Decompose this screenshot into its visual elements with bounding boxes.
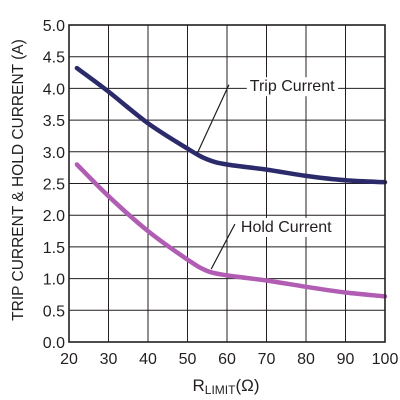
x-axis-label-main: R — [193, 376, 205, 395]
y-tick-label-0: 0.0 — [43, 335, 65, 352]
x-axis-label: RLIMIT(Ω) — [193, 376, 260, 397]
plot-frame — [68, 24, 386, 343]
y-tick-label-8: 4.0 — [43, 81, 65, 98]
y-tick-label-2: 1.0 — [43, 272, 65, 289]
annotations: Trip Current Hold Current — [196, 77, 339, 270]
y-tick-label-7: 3.5 — [43, 113, 65, 130]
y-tick-label-3: 1.5 — [43, 240, 65, 257]
x-tick-label-5: 70 — [258, 351, 276, 368]
series-label-background-1 — [237, 217, 336, 237]
x-tick-label-1: 30 — [100, 351, 118, 368]
y-tick-label-6: 3.0 — [43, 145, 65, 162]
x-tick-label-7: 90 — [337, 351, 355, 368]
y-tick-label-1: 0.5 — [43, 303, 65, 320]
x-tick-label-2: 40 — [139, 351, 157, 368]
series-label-leader-0 — [196, 84, 230, 154]
y-axis-label: TRIP CURRENT & HOLD CURRENT (A) — [10, 39, 27, 321]
y-tick-label-10: 5.0 — [43, 18, 65, 35]
x-tick-labels: 20 30 40 50 60 70 80 90 100 — [60, 351, 398, 368]
x-tick-label-8: 100 — [372, 351, 399, 368]
y-tick-labels: 0.0 0.5 1.0 1.5 2.0 2.5 3.0 3.5 4.0 4.5 5.0 — [43, 18, 65, 352]
series-label-0: Trip Current — [250, 78, 335, 95]
x-tick-label-6: 80 — [297, 351, 315, 368]
series-line-1 — [74, 162, 388, 299]
series-line-0 — [74, 65, 388, 185]
x-axis-label-unit: (Ω) — [235, 376, 259, 395]
series-label-leader-1 — [210, 223, 236, 270]
y-tick-label-5: 2.5 — [43, 177, 65, 194]
x-tick-label-4: 60 — [218, 351, 236, 368]
y-tick-label-9: 4.5 — [43, 50, 65, 67]
y-tick-label-4: 2.0 — [43, 208, 65, 225]
x-tick-label-3: 50 — [179, 351, 197, 368]
x-tick-label-0: 20 — [60, 351, 78, 368]
series-layer — [74, 65, 388, 299]
x-axis-label-subscript: LIMIT — [205, 383, 236, 397]
series-label-background-0 — [246, 77, 339, 97]
series-label-1: Hold Current — [241, 219, 332, 236]
